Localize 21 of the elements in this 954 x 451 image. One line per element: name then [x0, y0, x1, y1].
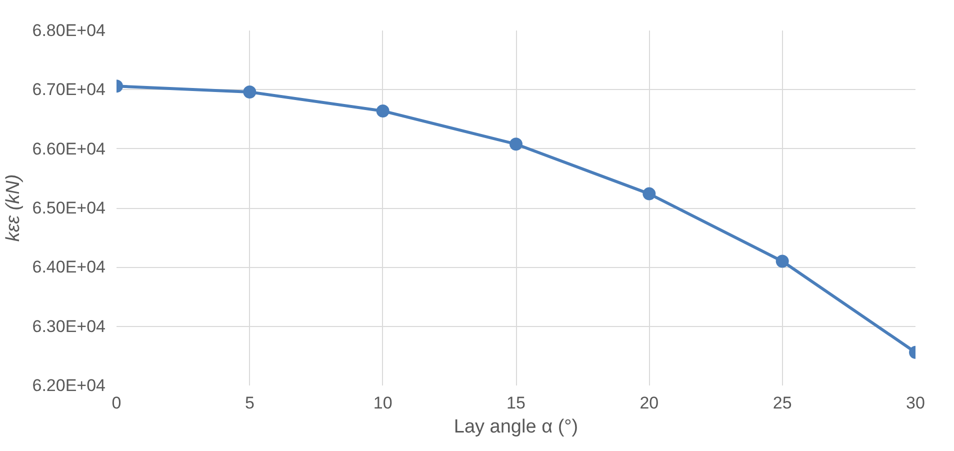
x-tick-label: 25 [772, 394, 792, 412]
y-axis-title: kεε (kN) [3, 174, 24, 242]
x-tick-label: 0 [112, 394, 122, 412]
y-tick-label: 6.40E+04 [32, 258, 106, 277]
y-tick-label: 6.30E+04 [32, 316, 106, 336]
x-tick-label: 20 [640, 394, 659, 412]
y-tick-label: 6.50E+04 [32, 198, 106, 218]
x-tick-label: 10 [373, 394, 392, 412]
y-tick-label: 6.70E+04 [32, 80, 106, 100]
x-axis-title: Lay angle α (°) [454, 416, 578, 438]
point [376, 104, 390, 118]
x-tick-label: 15 [506, 394, 526, 412]
point [642, 187, 656, 200]
point [243, 86, 256, 99]
y-tick-label: 6.20E+04 [32, 376, 106, 395]
x-tick-label: 30 [906, 394, 925, 412]
y-tick-label: 6.60E+04 [32, 139, 106, 158]
x-tick-label: 5 [244, 394, 254, 412]
point [776, 254, 789, 268]
y-tick-label: 6.80E+04 [32, 21, 106, 40]
point [510, 138, 522, 151]
